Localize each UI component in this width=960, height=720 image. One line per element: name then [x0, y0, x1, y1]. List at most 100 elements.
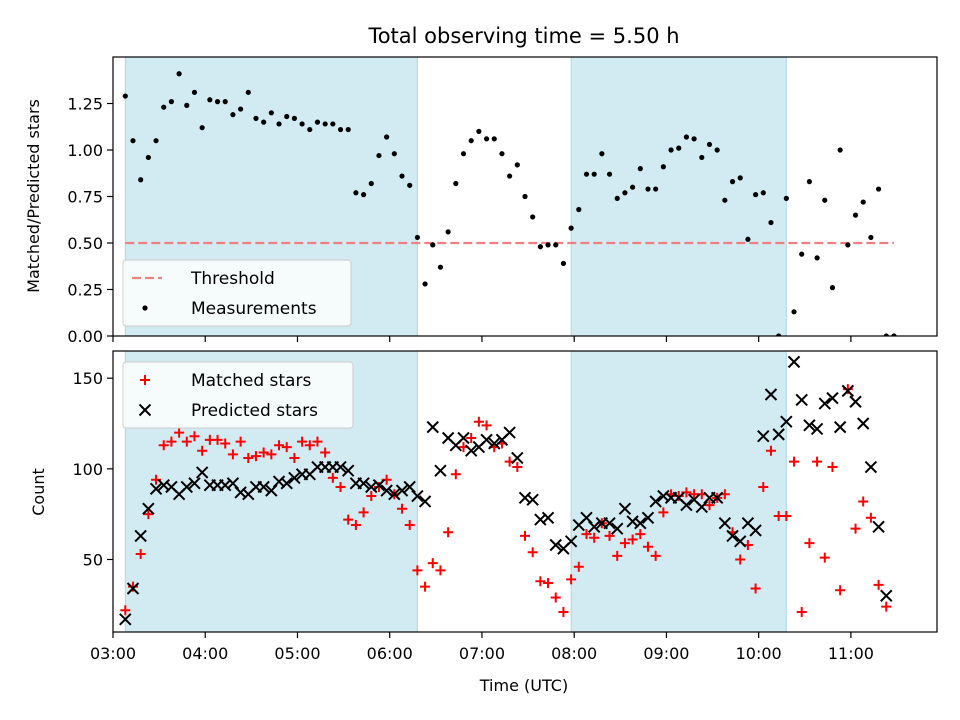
measurement-point: [353, 190, 359, 196]
measurement-point: [222, 99, 228, 105]
matched-stars-marker: [881, 601, 892, 612]
y-tick-label: 0.75: [67, 188, 103, 207]
matched-stars-marker: [858, 496, 869, 507]
measurement-point: [284, 113, 290, 120]
matched-stars-marker: [335, 481, 346, 492]
measurement-point: [422, 281, 428, 287]
matched-stars-marker: [227, 449, 238, 460]
x-tick-label: 06:00: [367, 644, 413, 663]
measurement-point: [576, 206, 582, 213]
measurement-point: [199, 125, 205, 131]
matched-stars-marker: [735, 554, 746, 565]
matched-stars-marker: [420, 581, 431, 592]
predicted-stars-marker: [611, 522, 624, 535]
matched-stars-marker: [612, 550, 623, 561]
matched-stars-marker: [481, 420, 492, 431]
matched-stars-marker: [450, 469, 461, 480]
predicted-stars-marker: [641, 511, 655, 524]
predicted-stars-marker: [503, 426, 516, 439]
matched-stars-marker: [873, 579, 884, 590]
measurement-point: [560, 260, 567, 267]
predicted-stars-marker: [280, 477, 293, 490]
predicted-stars-marker: [549, 538, 562, 552]
measurement-point: [345, 126, 351, 133]
matched-stars-marker: [535, 576, 546, 587]
measurement-point: [545, 242, 551, 248]
predicted-stars-marker: [864, 460, 878, 474]
ratio-series: [122, 71, 897, 336]
matched-stars-marker: [520, 530, 530, 541]
matched-stars-marker: [412, 565, 423, 576]
measurement-point: [706, 141, 713, 148]
matched-stars-marker: [350, 520, 361, 531]
measurement-point: [391, 151, 397, 157]
y-tick-label: 1.25: [67, 95, 103, 114]
matched-stars-marker: [796, 607, 807, 618]
measurement-point: [768, 219, 774, 226]
measurement-point: [875, 186, 882, 192]
matched-stars-marker: [627, 534, 638, 545]
y-tick-label: 0.25: [67, 281, 103, 300]
measurement-point: [599, 151, 605, 157]
matched-stars-marker: [589, 532, 600, 543]
predicted-stars-marker: [795, 393, 808, 407]
matched-stars-marker: [789, 456, 800, 467]
y-tick-label: 150: [72, 369, 103, 388]
matched-stars-marker: [466, 433, 477, 444]
predicted-stars-marker: [534, 513, 547, 526]
measurement-point: [376, 152, 382, 159]
measurement-point: [314, 119, 321, 125]
measurement-point: [460, 151, 467, 157]
measurement-point: [168, 99, 175, 105]
measurement-point: [860, 199, 866, 205]
measurement-point: [253, 115, 259, 121]
measurement-point: [622, 190, 628, 196]
measurement-point: [837, 147, 843, 153]
predicted-stars-marker: [288, 471, 301, 485]
predicted-stars-marker: [119, 613, 132, 626]
x-tick-label: 11:00: [828, 644, 874, 663]
matched-stars-marker: [304, 440, 315, 451]
ratio-x-axis: [112, 336, 852, 342]
matched-stars-marker: [550, 592, 561, 603]
measurement-point: [514, 162, 520, 168]
measurement-point: [491, 136, 497, 142]
measurement-point: [568, 225, 574, 231]
matched-stars-marker: [704, 500, 715, 511]
predicted-stars-marker: [334, 460, 347, 474]
matched-stars-marker: [312, 436, 323, 447]
matched-stars-marker: [343, 514, 354, 525]
matched-stars-marker: [558, 607, 569, 618]
matched-stars-marker: [274, 440, 285, 451]
matched-stars-marker: [327, 472, 338, 483]
measurement-point: [184, 102, 190, 108]
matched-stars-marker: [604, 530, 615, 541]
matched-stars-marker: [158, 440, 169, 451]
measurement-point: [191, 89, 198, 95]
predicted-stars-marker: [457, 431, 470, 445]
predicted-stars-marker: [480, 433, 493, 447]
matched-stars-marker: [827, 462, 838, 473]
matched-stars-marker: [658, 507, 669, 518]
x-tick-label: 03:00: [90, 644, 136, 663]
x-tick-label: 07:00: [459, 644, 505, 663]
measurement-point: [852, 212, 859, 218]
matched-stars-marker: [243, 452, 254, 463]
x-tick-label: 08:00: [551, 644, 597, 663]
matched-stars-marker: [143, 509, 154, 520]
predicted-stars-marker: [826, 391, 839, 405]
predicted-stars-marker: [411, 489, 424, 503]
measurement-point: [752, 192, 759, 198]
y-tick-label: 1.00: [67, 141, 103, 160]
predicted-stars-marker: [418, 495, 432, 508]
y-tick-label: 100: [72, 460, 103, 479]
matched-stars-marker: [566, 574, 577, 585]
matched-stars-marker: [366, 491, 377, 502]
matched-stars-marker: [212, 434, 223, 445]
measurement-point: [614, 195, 620, 201]
measurement-point: [791, 309, 797, 315]
ratio-panel: 0.00 0.25 0.50 0.75 1.00 1.25 Total observing…: [24, 24, 938, 346]
matched-stars-marker: [235, 436, 246, 447]
ratio-y-axis-title: Matched/Predicted stars: [24, 99, 43, 293]
matched-stars-marker: [865, 512, 876, 523]
